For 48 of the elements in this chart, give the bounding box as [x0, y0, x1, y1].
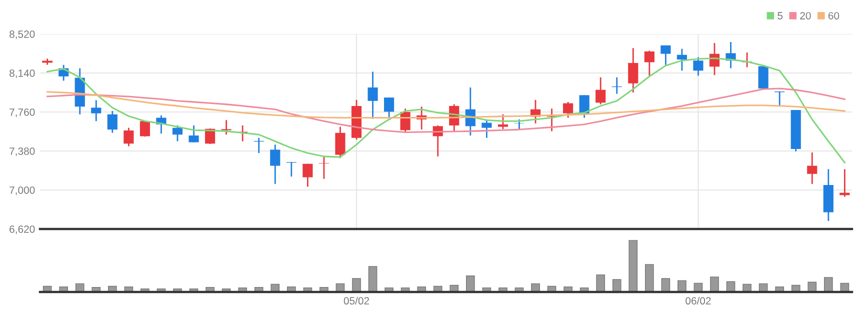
candlestick [660, 44, 671, 66]
bar [612, 279, 622, 292]
candlestick [514, 118, 524, 130]
candlestick [384, 96, 394, 118]
y-tick-label: 8,520 [10, 30, 35, 40]
candlestick [172, 124, 183, 142]
bar [824, 277, 833, 292]
candlestick [221, 119, 232, 136]
candlestick [140, 120, 150, 138]
candlestick [644, 50, 654, 76]
candlestick [188, 124, 199, 143]
candlestick [563, 101, 574, 118]
bar [466, 276, 475, 292]
candlestick [368, 70, 378, 120]
bar [368, 266, 378, 292]
bar [644, 264, 654, 292]
bar [352, 278, 361, 292]
candlestick [302, 163, 313, 188]
candlestick [124, 127, 134, 147]
bar [661, 278, 670, 292]
candlestick [335, 126, 346, 159]
candlestick [807, 152, 818, 185]
candlestick [628, 47, 638, 94]
y-tick-label: 7,760 [10, 108, 35, 118]
candlestick [318, 155, 329, 180]
y-tick-label: 7,380 [10, 148, 35, 156]
legend-label: 20 [800, 12, 811, 20]
candlestick [482, 118, 492, 139]
y-tick-label: 6,620 [10, 226, 35, 234]
candlestick [596, 76, 606, 105]
candlestick [579, 94, 590, 118]
candlestick [107, 110, 118, 134]
candlestick [676, 48, 687, 72]
y-tick-label: 7,000 [10, 186, 35, 196]
y-tick-label: 8,140 [10, 70, 35, 78]
candlestick [498, 114, 508, 130]
candlestick [270, 144, 280, 185]
candlestick [693, 56, 704, 76]
bar [596, 274, 606, 292]
bar [678, 280, 686, 292]
bar [808, 282, 817, 292]
x-tick-label: 05/02 [344, 296, 370, 305]
legend-label: 60 [828, 12, 840, 20]
x-tick-label: 06/02 [686, 296, 711, 305]
bar [710, 276, 719, 292]
candlestick [91, 100, 102, 122]
bar [628, 240, 638, 292]
legend-label: 5 [778, 12, 783, 20]
